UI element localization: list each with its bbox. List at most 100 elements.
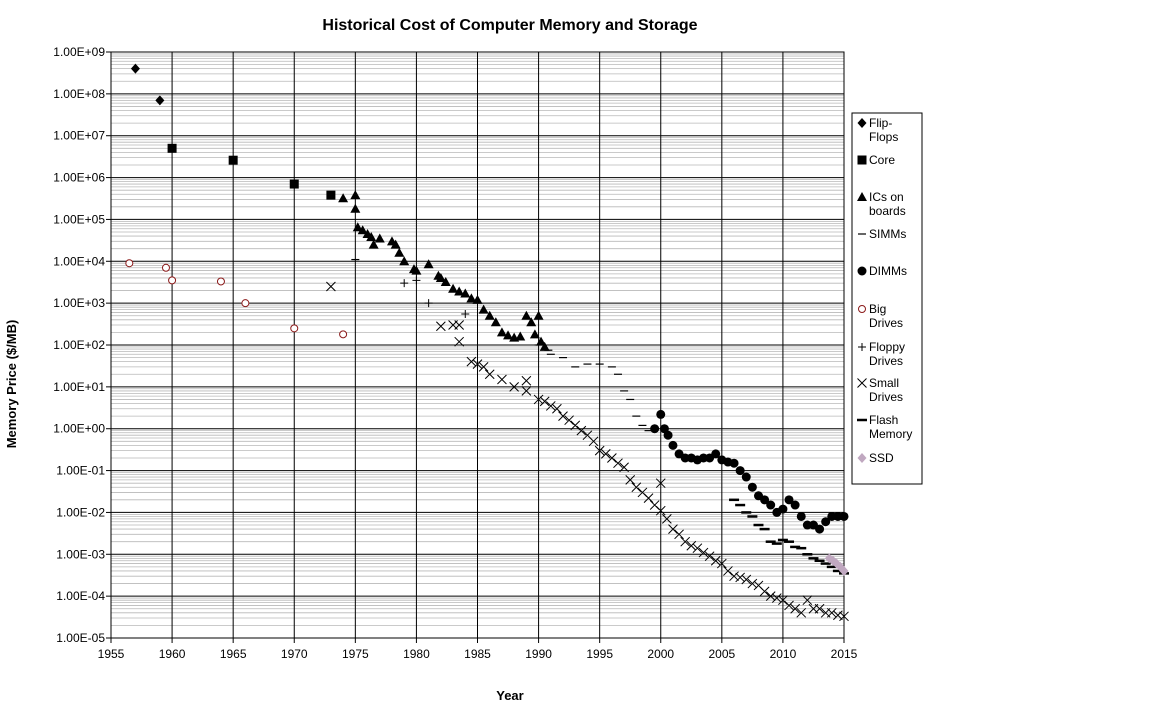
point-small-drives: [326, 281, 336, 292]
legend-marker-small-drives: [857, 378, 867, 388]
point-small-drives: [668, 524, 678, 534]
legend-label-flip-flops: Flops: [869, 130, 898, 144]
legend-label-flip-flops: Flip-: [869, 116, 892, 130]
y-tick-label: 1.00E-03: [56, 547, 105, 561]
point-big-drives: [339, 330, 348, 339]
point-dimms: [735, 466, 745, 476]
legend-box: [851, 112, 923, 485]
point-small-drives: [747, 578, 758, 589]
point-small-drives: [484, 369, 495, 380]
point-small-drives: [655, 478, 666, 489]
y-tick-label: 1.00E-02: [56, 505, 105, 519]
point-ics-on-boards: [536, 336, 547, 346]
point-small-drives: [539, 396, 550, 407]
point-small-drives: [655, 505, 666, 516]
point-small-drives: [716, 558, 727, 569]
point-small-drives: [826, 607, 837, 618]
point-small-drives: [735, 572, 746, 583]
point-small-drives: [533, 394, 544, 405]
point-ics-on-boards: [448, 283, 459, 293]
point-small-drives: [710, 555, 721, 566]
point-dimms: [747, 482, 757, 492]
point-ics-on-boards: [466, 293, 477, 303]
legend-label-ics-on-boards: ICs on: [869, 190, 904, 204]
x-tick-label: 1990: [525, 647, 552, 661]
point-dimms: [821, 517, 831, 527]
point-small-drives: [778, 595, 788, 606]
x-axis-title: Year: [496, 688, 523, 703]
point-ssd: [839, 565, 849, 576]
point-ics-on-boards: [390, 239, 401, 249]
x-tick-label: 1970: [281, 647, 308, 661]
point-small-drives: [588, 436, 599, 447]
point-ics-on-boards: [350, 190, 361, 200]
point-small-drives: [814, 603, 825, 614]
point-floppy-drives: [400, 279, 409, 288]
y-tick-label: 1.00E+06: [53, 171, 105, 185]
point-core: [167, 143, 177, 153]
point-small-drives: [784, 600, 794, 611]
point-small-drives: [759, 586, 770, 597]
point-flip-flops: [155, 95, 165, 106]
point-floppy-drives: [461, 310, 470, 319]
legend-marker-ics-on-boards: [857, 192, 867, 201]
point-ics-on-boards: [484, 310, 495, 320]
y-axis-title: Memory Price ($/MB): [4, 320, 19, 449]
point-small-drives: [558, 411, 568, 421]
point-small-drives: [704, 551, 715, 562]
legend-label-dimms: DIMMs: [869, 264, 907, 278]
point-small-drives: [741, 574, 752, 585]
point-small-drives: [723, 566, 733, 576]
point-core: [289, 179, 299, 189]
point-ics-on-boards: [357, 225, 368, 235]
point-dimms: [766, 500, 776, 510]
legend-label-ics-on-boards: boards: [869, 204, 906, 218]
point-small-drives: [472, 359, 483, 369]
point-dimms: [778, 504, 788, 514]
point-small-drives: [625, 475, 636, 485]
point-small-drives: [497, 374, 507, 385]
x-tick-label: 1975: [342, 647, 369, 661]
plot-area: 1.00E+09 1.00E+08 1.00E+07 1.00E+06 1.00E+05…: [53, 45, 857, 661]
point-small-drives: [509, 382, 520, 392]
legend-label-big-drives: Drives: [869, 316, 903, 330]
point-small-drives: [790, 603, 800, 614]
point-small-drives: [564, 415, 574, 426]
point-ics-on-boards: [460, 288, 471, 298]
point-small-drives: [607, 453, 617, 463]
legend-marker-big-drives: [858, 305, 866, 313]
point-dimms: [760, 495, 770, 505]
point-ics-on-boards: [435, 272, 446, 282]
x-tick-label: 2010: [770, 647, 797, 661]
legend-label-small-drives: Small: [869, 376, 899, 390]
legend-label-big-drives: Big: [869, 302, 886, 316]
point-small-drives: [552, 403, 562, 414]
point-dimms: [663, 430, 673, 440]
y-tick-label: 1.00E+09: [53, 45, 105, 59]
x-tick-label: 2000: [647, 647, 674, 661]
y-tick-label: 1.00E+01: [53, 380, 105, 394]
point-small-drives: [674, 529, 684, 540]
point-ics-on-boards: [521, 310, 532, 320]
point-ics-on-boards: [515, 331, 526, 341]
point-dimms: [784, 495, 794, 505]
legend-label-floppy-drives: Floppy: [869, 340, 905, 354]
point-small-drives: [796, 607, 807, 618]
point-small-drives: [643, 493, 654, 503]
point-ics-on-boards: [533, 310, 544, 320]
point-dimms: [839, 511, 849, 521]
y-tick-label: 1.00E-04: [56, 589, 105, 603]
x-tick-label: 2015: [831, 647, 858, 661]
point-small-drives: [771, 593, 782, 603]
point-small-drives: [833, 610, 843, 621]
point-dimms: [729, 458, 739, 468]
legend-label-floppy-drives: Drives: [869, 354, 903, 368]
point-big-drives: [168, 276, 177, 285]
point-core: [326, 190, 336, 200]
point-ics-on-boards: [411, 265, 422, 275]
point-small-drives: [613, 458, 623, 469]
y-tick-label: 1.00E-05: [56, 631, 105, 645]
point-ics-on-boards: [440, 276, 451, 286]
point-dimms: [650, 424, 660, 434]
